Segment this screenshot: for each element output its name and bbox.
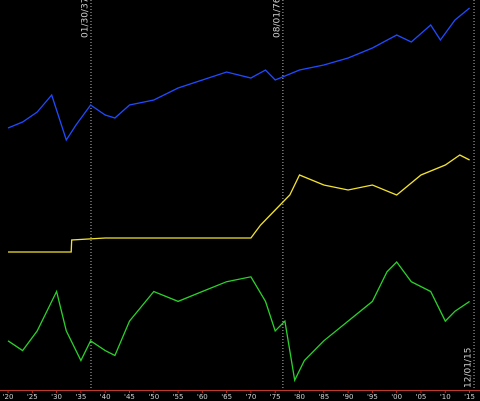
series-line bbox=[7, 7, 471, 142]
x-tick-label: '40 bbox=[100, 393, 111, 401]
x-tick-label: '80 bbox=[294, 393, 305, 401]
x-tick-label: '15 bbox=[464, 393, 475, 401]
x-tick-label: '90 bbox=[343, 393, 354, 401]
x-tick-label: '35 bbox=[75, 393, 86, 401]
x-tick-label: '70 bbox=[246, 393, 257, 401]
x-tick-label: '60 bbox=[197, 393, 208, 401]
x-tick-label: '75 bbox=[270, 393, 281, 401]
date-marker-label: 08/01/76 bbox=[272, 0, 282, 38]
x-tick-label: '00 bbox=[391, 393, 402, 401]
x-tick-label: '25 bbox=[27, 393, 38, 401]
x-tick-label: '45 bbox=[124, 393, 135, 401]
x-tick-label: '30 bbox=[51, 393, 62, 401]
x-tick-label: '10 bbox=[440, 393, 451, 401]
x-tick-label: '95 bbox=[367, 393, 378, 401]
x-tick-label: '55 bbox=[173, 393, 184, 401]
x-tick-label: '50 bbox=[148, 393, 159, 401]
date-marker-label: 12/01/15 bbox=[464, 348, 474, 388]
date-marker-label: 01/30/37 bbox=[80, 0, 90, 38]
x-tick-label: '20 bbox=[3, 393, 14, 401]
x-tick-label: '05 bbox=[416, 393, 427, 401]
series-line bbox=[7, 261, 470, 383]
series-line bbox=[8, 154, 470, 253]
x-tick-label: '65 bbox=[221, 393, 232, 401]
x-tick-label: '85 bbox=[318, 393, 329, 401]
